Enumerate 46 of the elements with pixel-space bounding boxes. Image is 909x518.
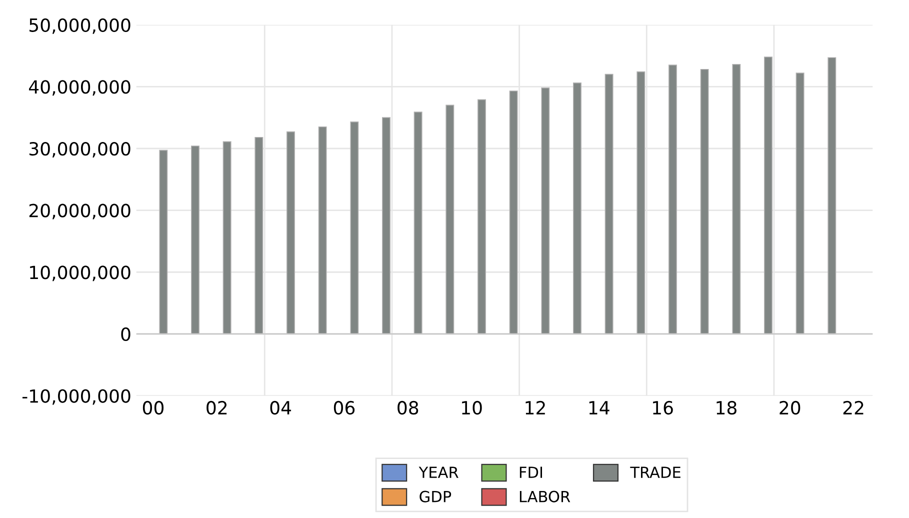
bar: [668, 64, 677, 334]
bar: [477, 99, 486, 334]
x-tick-label: 20: [780, 400, 800, 415]
bar: [796, 72, 804, 334]
x-tick-label: 16: [653, 400, 673, 415]
bar: [222, 141, 232, 334]
bar: [414, 112, 422, 334]
bar: [318, 126, 327, 334]
x-tick-label: 06: [334, 400, 355, 415]
legend-label: LABOR: [520, 490, 570, 502]
y-tick-label: 50,000,000: [30, 18, 130, 34]
x-tick-label: 14: [589, 401, 610, 414]
bar: [572, 82, 582, 334]
bar: [541, 87, 550, 334]
y-tick-label: 0: [121, 327, 130, 342]
bar: [191, 146, 200, 334]
y-tick-label: 30,000,000: [29, 142, 130, 158]
bar: [382, 117, 390, 334]
x-tick-label: 10: [462, 400, 482, 415]
bar: [828, 57, 836, 334]
x-tick-label: 04: [270, 400, 292, 415]
y-tick-label: 20,000,000: [29, 204, 130, 220]
bar: [350, 121, 359, 334]
legend-label: TRADE: [630, 466, 680, 478]
x-tick-label: 12: [526, 400, 545, 414]
y-tick-label: 10,000,000: [30, 266, 130, 282]
bar: [159, 150, 168, 334]
x-tick-label: 18: [716, 400, 736, 415]
y-tick-label: 40,000,000: [28, 80, 130, 96]
x-tick-label: 00: [142, 400, 164, 415]
bar: [732, 64, 741, 334]
bar: [764, 56, 772, 334]
x-tick-label: 08: [398, 400, 418, 415]
x-tick-label: 22: [843, 400, 864, 414]
bar: [254, 136, 264, 334]
legend-label: FDI: [520, 466, 542, 478]
y-tick-label: -10,000,000: [22, 389, 130, 405]
bar: [604, 74, 614, 334]
bar: [509, 90, 518, 334]
legend-label: YEAR: [418, 466, 458, 478]
x-tick-label: 02: [206, 400, 227, 415]
bar: [700, 68, 709, 334]
bar: [446, 104, 454, 334]
bar: [286, 131, 295, 334]
legend-label: GDP: [420, 490, 452, 502]
bar: [636, 71, 646, 334]
